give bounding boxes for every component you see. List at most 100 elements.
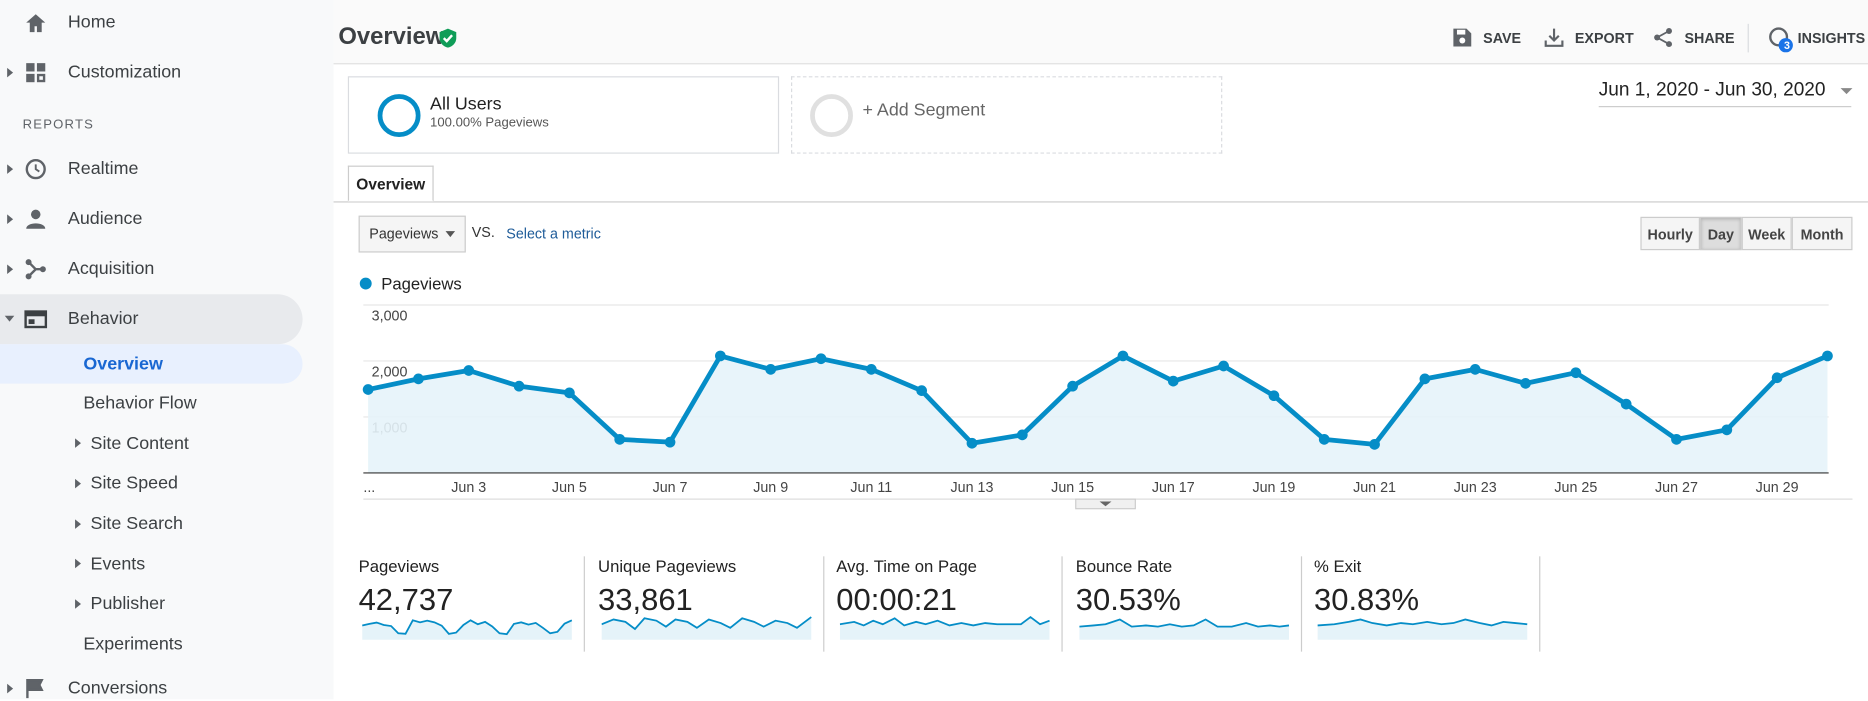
data-point xyxy=(1721,424,1733,436)
export-icon xyxy=(1544,28,1564,47)
sparkline-area xyxy=(601,617,812,640)
y-tick-label: 3,000 xyxy=(372,308,408,324)
x-tick-label: Jun 11 xyxy=(850,480,892,496)
nav-conversions[interactable]: Conversions xyxy=(67,677,168,699)
metric-name: Pageviews xyxy=(369,225,439,242)
data-point xyxy=(865,364,877,375)
x-tick-label: Jun 29 xyxy=(1756,480,1799,496)
add-segment-ring xyxy=(810,94,853,137)
x-tick-label: Jun 17 xyxy=(1152,480,1195,496)
nav-site-content[interactable]: Site Content xyxy=(90,433,189,454)
nav-overview[interactable]: Overview xyxy=(83,353,163,375)
realtime-icon xyxy=(25,159,46,180)
save-button[interactable]: SAVE xyxy=(1483,29,1522,47)
select-metric[interactable]: Select a metric xyxy=(506,225,601,242)
add-segment-card[interactable] xyxy=(791,76,1223,154)
nav-behavior-flow[interactable]: Behavior Flow xyxy=(83,393,197,414)
nav-realtime[interactable]: Realtime xyxy=(67,158,139,179)
date-caret xyxy=(1840,88,1853,95)
nav-site-search[interactable]: Site Search xyxy=(90,513,183,534)
sparkline xyxy=(601,616,812,640)
nav-behavior[interactable]: Behavior xyxy=(67,308,139,329)
x-tick-label: Jun 13 xyxy=(951,480,994,496)
expand-arrow xyxy=(75,599,82,609)
data-point xyxy=(1016,429,1028,441)
data-point xyxy=(1520,377,1531,389)
metric-caret xyxy=(445,231,456,238)
nav-customization[interactable]: Customization xyxy=(67,61,182,83)
sparkline-line xyxy=(601,616,812,631)
line xyxy=(367,353,1829,447)
nav-acquisition[interactable]: Acquisition xyxy=(67,258,155,279)
x-tick-label: Jun 3 xyxy=(451,480,486,496)
x-tick-label: Jun 27 xyxy=(1655,480,1698,496)
data-point xyxy=(815,353,827,365)
data-point xyxy=(513,380,525,392)
export-button[interactable]: EXPORT xyxy=(1574,29,1634,47)
granularity-button[interactable]: Day xyxy=(1699,216,1742,251)
sparkline xyxy=(839,615,1050,640)
summary-divider xyxy=(823,556,825,652)
x-tick-label: Jun 19 xyxy=(1252,480,1295,496)
share-button[interactable]: SHARE xyxy=(1684,29,1735,47)
data-point xyxy=(362,384,374,395)
summary-value: 33,861 xyxy=(598,581,693,618)
granularity-button[interactable]: Hourly xyxy=(1640,216,1700,251)
insights-button[interactable]: INSIGHTS xyxy=(1797,29,1866,47)
sparkline xyxy=(362,619,573,640)
data-point xyxy=(413,373,424,385)
granularity-button[interactable]: Week xyxy=(1741,216,1792,251)
data-point xyxy=(1369,439,1380,450)
behavior-icon xyxy=(24,310,48,329)
audience-icon xyxy=(26,209,46,229)
expand-arrow xyxy=(75,558,82,569)
active-section-bg xyxy=(0,294,303,345)
summary-divider xyxy=(583,556,585,652)
acquisition-icon xyxy=(25,259,46,280)
nav-experiments[interactable]: Experiments xyxy=(83,633,183,655)
x-tick-label: Jun 9 xyxy=(753,480,788,496)
sparkline-area xyxy=(1317,619,1528,640)
conversions-icon xyxy=(26,679,44,699)
data-point xyxy=(1117,350,1129,362)
nav-publisher[interactable]: Publisher xyxy=(90,593,166,614)
summary-label: % Exit xyxy=(1314,556,1362,576)
insights-badge: 3 xyxy=(1783,39,1790,52)
x-tick-label: Jun 21 xyxy=(1353,480,1396,496)
verified-icon xyxy=(439,28,457,48)
segment-card[interactable] xyxy=(347,76,780,154)
nav-site-speed[interactable]: Site Speed xyxy=(90,472,178,494)
insights-icon xyxy=(1769,27,1793,53)
nav-audience[interactable]: Audience xyxy=(67,208,143,229)
date-range[interactable]: Jun 1, 2020 - Jun 30, 2020 xyxy=(1598,80,1852,108)
segment-ring xyxy=(377,94,421,137)
add-segment[interactable]: + Add Segment xyxy=(862,100,986,121)
handle-caret xyxy=(1099,501,1112,507)
expand-arrow xyxy=(7,67,14,78)
tab-line xyxy=(333,201,1868,203)
nav-events[interactable]: Events xyxy=(90,553,146,575)
nav-home[interactable]: Home xyxy=(67,11,116,33)
data-point xyxy=(1570,367,1582,379)
sparkline-line xyxy=(839,615,1050,627)
data-point xyxy=(1620,398,1632,410)
x-tick-label: Jun 5 xyxy=(552,480,587,496)
segment-name: All Users xyxy=(430,94,502,115)
data-point xyxy=(715,350,726,362)
tab-overview[interactable]: Overview xyxy=(347,165,434,202)
header-bar xyxy=(333,0,1868,65)
sparkline xyxy=(1079,618,1290,640)
summary-label: Unique Pageviews xyxy=(598,556,737,576)
data-point xyxy=(1167,375,1179,387)
data-point xyxy=(916,385,928,397)
granularity-button[interactable]: Month xyxy=(1791,216,1853,251)
data-point xyxy=(765,364,777,375)
data-point xyxy=(463,365,475,376)
divider xyxy=(1747,23,1749,53)
x-tick-label: ... xyxy=(363,480,375,496)
sparkline-area xyxy=(1079,619,1289,640)
expand-arrow xyxy=(75,478,82,489)
